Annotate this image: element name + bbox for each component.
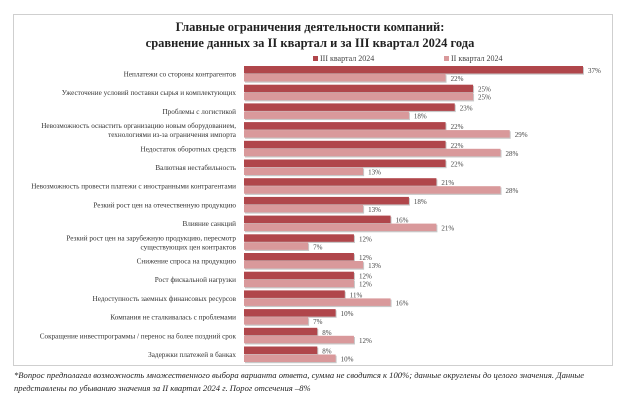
data-label: 12% [359, 337, 372, 345]
bar-q2 [244, 167, 364, 175]
footnote: *Вопрос предполагал возможность множеств… [14, 370, 585, 393]
category-label: существующих цен контрактов [141, 243, 237, 251]
category-label: Сокращение инвестпрограммы / перенос на … [40, 332, 237, 340]
bar-q3 [244, 253, 354, 261]
bar-q2 [244, 298, 391, 306]
bar-q3 [244, 327, 318, 336]
category-label: Задержки платежей в банках [148, 351, 236, 359]
bar-q2 [244, 261, 364, 269]
bar-q3 [244, 66, 583, 74]
bar-q3 [244, 309, 336, 317]
bar-q2 [244, 204, 364, 213]
data-label: 23% [460, 104, 473, 112]
category-label: Снижение спроса на продукцию [137, 258, 237, 266]
category-label: Рост фискальной нагрузки [155, 276, 236, 284]
bar-q2 [244, 317, 309, 325]
data-label: 7% [313, 318, 323, 326]
data-label: 13% [368, 206, 381, 214]
bar-q3 [244, 159, 446, 167]
title-line-1: Главные ограничения деятельности компани… [175, 20, 445, 34]
legend-item-q3: III квартал 2024 [313, 54, 374, 63]
data-label: 37% [588, 67, 601, 75]
bar-q2 [244, 130, 510, 138]
data-label: 28% [506, 150, 519, 158]
category-label: Невозможность провести платежи с иностра… [31, 183, 236, 191]
category-label: Недостаток оборотных средств [141, 145, 237, 153]
bar-q3 [244, 140, 446, 149]
legend-swatch [444, 56, 449, 61]
bar-q2 [244, 148, 501, 157]
bar-q2 [244, 279, 354, 288]
category-label: Неплатежи со стороны контрагентов [124, 71, 237, 79]
data-label: 22% [451, 161, 464, 169]
category-label: технологиями из-за ограничения импорта [108, 131, 237, 139]
category-label: Валютная нестабильность [155, 164, 236, 172]
bar-q2 [244, 186, 501, 194]
bar-q3 [244, 122, 446, 130]
bar-q2 [244, 111, 409, 119]
data-label: 7% [313, 243, 323, 251]
data-label: 18% [414, 198, 427, 206]
category-label: Недоступность заемных финансовых ресурсо… [93, 295, 237, 303]
data-label: 12% [359, 273, 372, 281]
data-label: 16% [396, 217, 409, 225]
bar-q3 [244, 271, 354, 280]
data-label: 22% [451, 123, 464, 131]
data-label: 13% [368, 169, 381, 177]
category-label: Резкий рост цен на отечественную продукц… [93, 201, 236, 209]
bar-q3 [244, 178, 437, 186]
bar-q2 [244, 354, 336, 362]
bar-q3 [244, 196, 409, 205]
chart-frame [13, 14, 613, 366]
data-label: 13% [368, 262, 381, 270]
data-label: 8% [322, 329, 332, 337]
title-line-2: сравнение данных за II квартал и за III … [145, 36, 475, 50]
data-label: 21% [441, 179, 454, 187]
data-label: 25% [478, 94, 491, 102]
legend-label: III квартал 2024 [320, 54, 375, 63]
category-label: Невозможность оснастить организацию новы… [41, 122, 236, 130]
bar-q2 [244, 335, 354, 344]
bar-q3 [244, 290, 345, 298]
legend-swatch [313, 56, 318, 61]
chart-title: Главные ограничения деятельности компани… [0, 19, 620, 51]
bar-q2 [244, 242, 309, 250]
bar-q2 [244, 74, 446, 82]
data-label: 25% [478, 86, 491, 94]
legend-item-q2: II квартал 2024 [444, 54, 503, 63]
legend-label: II квартал 2024 [451, 54, 503, 63]
category-label: Резкий рост цен на зарубежную продукцию,… [66, 234, 236, 242]
data-label: 28% [506, 187, 519, 195]
category-label: Влияние санкций [182, 220, 236, 228]
data-label: 18% [414, 112, 427, 120]
data-label: 10% [341, 310, 354, 318]
data-label: 16% [396, 299, 409, 307]
data-label: 12% [359, 254, 372, 262]
bar-q3 [244, 84, 474, 93]
bar-q2 [244, 223, 437, 232]
data-label: 12% [359, 281, 372, 289]
data-label: 11% [350, 291, 363, 299]
data-label: 29% [515, 131, 528, 139]
data-label: 22% [451, 75, 464, 83]
data-label: 12% [359, 235, 372, 243]
bar-q2 [244, 92, 474, 101]
bar-q3 [244, 103, 455, 111]
category-label: Компания не сталкивалась с проблемами [110, 314, 236, 322]
category-label: Ужесточение условий поставки сырья и ком… [62, 89, 237, 97]
bar-q3 [244, 215, 391, 224]
data-label: 21% [441, 225, 454, 233]
bar-q3 [244, 234, 354, 242]
data-label: 22% [451, 142, 464, 150]
data-label: 10% [341, 356, 354, 364]
data-label: 8% [322, 348, 332, 356]
bar-q3 [244, 346, 318, 354]
category-label: Проблемы с логистикой [162, 108, 236, 116]
